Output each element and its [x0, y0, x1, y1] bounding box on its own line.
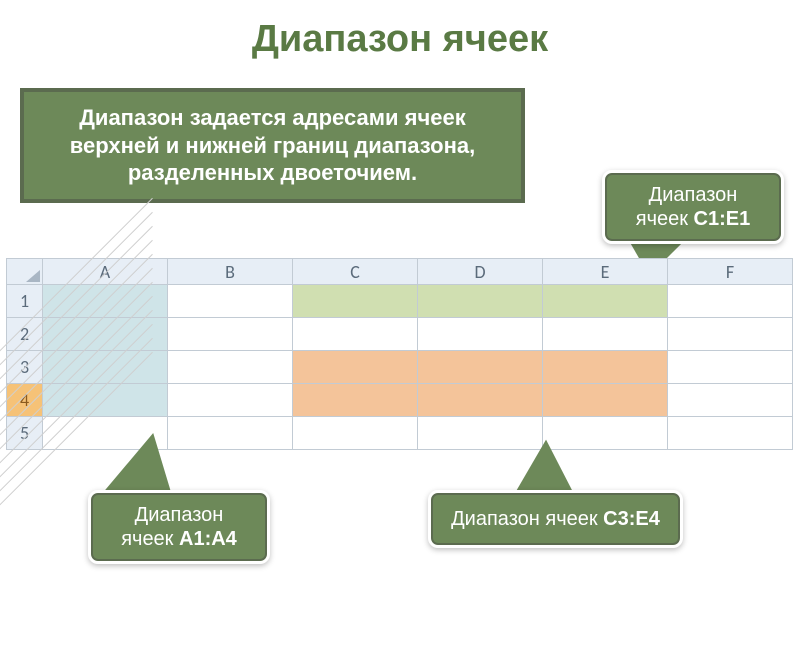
cell-D3[interactable]	[418, 351, 543, 384]
col-header-C[interactable]: C	[293, 259, 418, 285]
cell-C3[interactable]	[293, 351, 418, 384]
cell-F1[interactable]	[668, 285, 793, 318]
col-header-B[interactable]: B	[168, 259, 293, 285]
cell-F2[interactable]	[668, 318, 793, 351]
cell-C4[interactable]	[293, 384, 418, 417]
select-all-corner[interactable]	[7, 259, 43, 285]
cell-D2[interactable]	[418, 318, 543, 351]
decorative-lines	[0, 410, 200, 670]
definition-box: Диапазон задается адресами ячеек верхней…	[20, 88, 525, 203]
row-header-2[interactable]: 2	[7, 318, 43, 351]
col-header-F[interactable]: F	[668, 259, 793, 285]
cell-C2[interactable]	[293, 318, 418, 351]
row-1: 1	[7, 285, 793, 318]
cell-C1[interactable]	[293, 285, 418, 318]
cell-D1[interactable]	[418, 285, 543, 318]
cell-B3[interactable]	[168, 351, 293, 384]
cell-B2[interactable]	[168, 318, 293, 351]
col-header-E[interactable]: E	[543, 259, 668, 285]
callout-c3e4-range: C3:E4	[603, 508, 660, 530]
cell-E1[interactable]	[543, 285, 668, 318]
cell-F3[interactable]	[668, 351, 793, 384]
cell-E3[interactable]	[543, 351, 668, 384]
col-header-D[interactable]: D	[418, 259, 543, 285]
callout-c1e1-range: C1:E1	[694, 208, 751, 230]
cell-B1[interactable]	[168, 285, 293, 318]
cell-C5[interactable]	[293, 417, 418, 450]
cell-E4[interactable]	[543, 384, 668, 417]
cell-F4[interactable]	[668, 384, 793, 417]
callout-c3e4-prefix: Диапазон ячеек	[451, 508, 603, 530]
callout-c1e1: Диапазон ячеек C1:E1	[602, 170, 784, 244]
page-title: Диапазон ячеек	[0, 0, 800, 73]
cell-D4[interactable]	[418, 384, 543, 417]
cell-F5[interactable]	[668, 417, 793, 450]
callout-c3e4: Диапазон ячеек C3:E4	[428, 490, 683, 548]
cell-E2[interactable]	[543, 318, 668, 351]
